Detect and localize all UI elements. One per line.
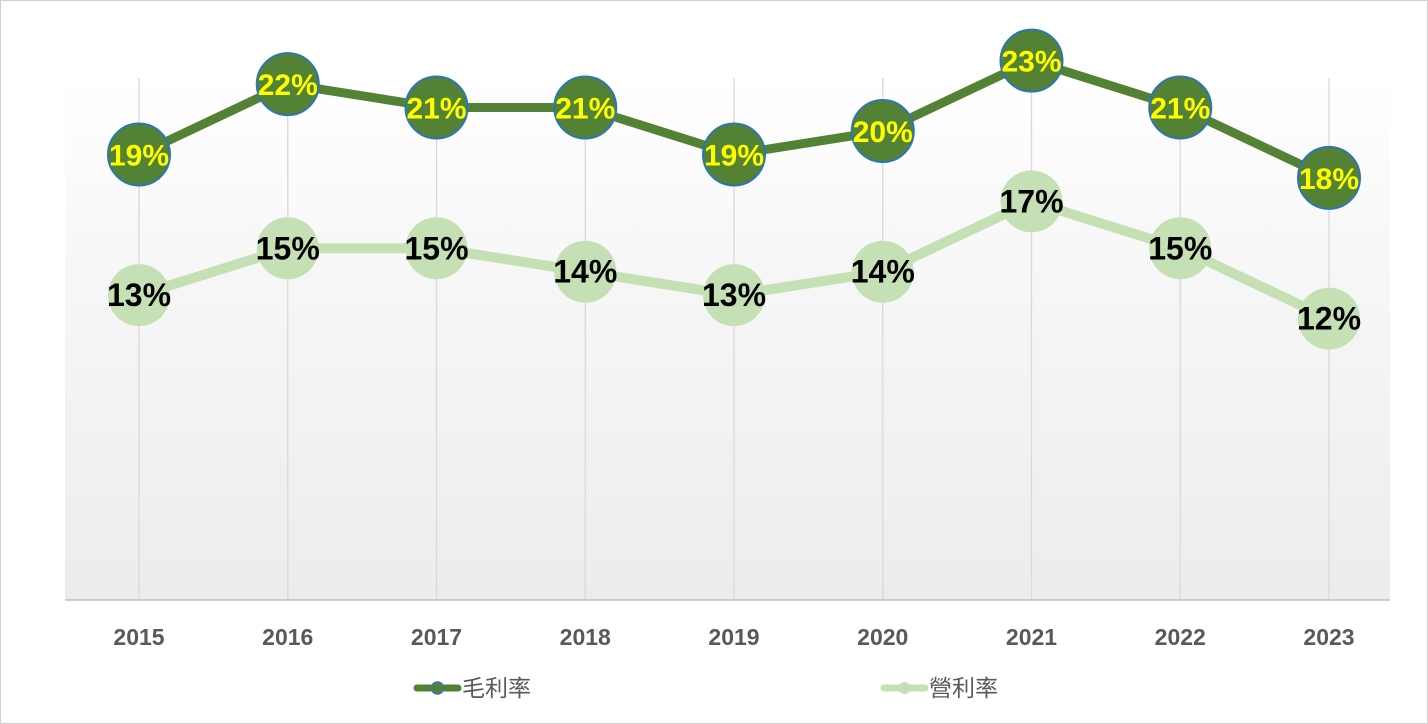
data-label: 19% [109, 139, 169, 172]
data-point [703, 264, 765, 327]
data-label: 15% [1148, 230, 1212, 266]
data-point [404, 75, 469, 140]
gridlines [138, 78, 1330, 600]
data-label: 12% [1297, 301, 1361, 337]
x-tick-label: 2020 [857, 624, 908, 650]
data-point [702, 122, 766, 187]
data-label: 22% [258, 69, 318, 102]
x-tick-label: 2021 [1006, 624, 1057, 650]
legend-label: 營利率 [929, 676, 998, 702]
data-label: 15% [404, 230, 468, 266]
data-point [1148, 75, 1213, 140]
legend-item-gross-margin: 毛利率 [413, 676, 531, 702]
x-tick-label: 2018 [560, 624, 611, 650]
data-label: 13% [702, 277, 766, 313]
legend-marker-icon [898, 682, 911, 694]
data-point [554, 240, 617, 303]
data-label: 14% [553, 254, 617, 290]
data-label: 15% [256, 230, 320, 266]
data-label: 13% [107, 277, 171, 313]
data-label: 14% [851, 254, 915, 290]
data-point [108, 264, 170, 327]
data-label: 21% [1150, 93, 1210, 126]
data-labels: 19% 22% 21% 21% 19% 20% 23% 21% 18% 13% 15% 15% 14% 1… [107, 46, 1361, 337]
x-tick-label: 2019 [708, 624, 759, 650]
data-point [107, 122, 171, 187]
legend: 毛利率 營利率 [413, 676, 998, 702]
data-point [553, 75, 618, 140]
series-markers [107, 28, 1361, 350]
x-tick-label: 2023 [1303, 624, 1354, 650]
data-label: 17% [999, 183, 1063, 219]
data-label: 23% [1001, 46, 1061, 79]
data-label: 21% [406, 93, 466, 126]
data-point [1149, 217, 1212, 280]
x-tick-label: 2022 [1155, 624, 1206, 650]
x-tick-label: 2015 [113, 624, 164, 650]
data-point [1000, 170, 1063, 233]
data-label: 20% [853, 116, 913, 149]
legend-item-operating-margin: 營利率 [880, 676, 998, 702]
legend-marker-icon [430, 681, 445, 695]
data-point [256, 217, 319, 280]
data-point [851, 240, 914, 303]
x-tick-label: 2016 [262, 624, 313, 650]
data-point [255, 52, 320, 117]
legend-label: 毛利率 [462, 676, 531, 702]
x-tick-label: 2017 [411, 624, 462, 650]
data-point [850, 99, 915, 163]
x-axis-ticks: 2015 2016 2017 2018 2019 2020 2021 2022 2023 [113, 624, 1354, 650]
data-point [405, 217, 468, 280]
data-point [999, 28, 1064, 93]
data-label: 19% [704, 139, 764, 172]
data-point [1298, 287, 1360, 350]
data-label: 21% [555, 93, 615, 126]
data-point [1297, 145, 1361, 210]
data-label: 18% [1299, 163, 1359, 196]
